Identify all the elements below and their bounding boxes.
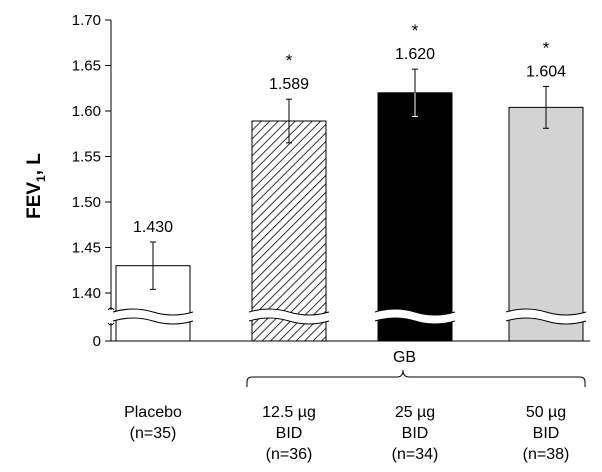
data-label: 1.589 <box>269 76 309 93</box>
y-tick-label: 1.45 <box>72 240 101 257</box>
y-tick-label: 1.40 <box>72 285 101 302</box>
bar <box>377 92 453 342</box>
y-axis-title-subscript: 1 <box>34 175 48 182</box>
data-label: 1.604 <box>526 63 566 80</box>
x-category-label: BID <box>533 425 560 442</box>
bar-break-gap <box>113 309 193 324</box>
data-label: 1.430 <box>133 219 173 236</box>
bar-break-edge <box>112 308 194 316</box>
y-tick-label: 0 <box>93 333 101 350</box>
y-axis-title-main: FEV <box>24 182 45 219</box>
x-category-label: BID <box>276 425 303 442</box>
bar-break-gap <box>506 309 586 324</box>
bar-break-edge <box>112 317 194 325</box>
labels-layer: 1.430 Placebo (n=35) 1.589 * 12.5 µg BID (n=36)… <box>124 21 586 463</box>
axis-break-mark <box>107 307 115 311</box>
y-axis-title-unit: , L <box>24 153 45 176</box>
bar-break-edge <box>505 308 587 316</box>
bar <box>251 120 327 342</box>
significance-star: * <box>543 38 550 57</box>
significance-star: * <box>286 51 293 70</box>
bar-break-gap <box>375 309 455 324</box>
x-category-label: BID <box>402 425 429 442</box>
bars-layer <box>112 68 587 342</box>
x-category-label: (n=34) <box>392 446 439 463</box>
bar-break-edge <box>505 317 587 325</box>
y-tick-label: 1.50 <box>72 194 101 211</box>
significance-star: * <box>412 21 419 40</box>
x-category-label: 12.5 µg <box>262 404 316 421</box>
axis-break-mark <box>107 322 115 326</box>
x-category-label: (n=36) <box>266 446 313 463</box>
y-tick-label: 1.65 <box>72 58 101 75</box>
x-category-label: Placebo <box>124 404 182 421</box>
x-category-label: 50 µg <box>526 404 566 421</box>
x-category-label: 25 µg <box>395 404 435 421</box>
x-category-label: (n=38) <box>523 446 570 463</box>
bar-break-edge <box>374 308 456 316</box>
bar <box>508 106 584 342</box>
group-label: GB <box>393 349 416 366</box>
y-axis-title: FEV1, L <box>24 153 48 219</box>
axis-layer: 1.70 1.65 1.60 1.55 1.50 1.45 1.40 0 FEV1, L <box>24 12 590 350</box>
y-tick-label: 1.55 <box>72 149 101 166</box>
data-label: 1.620 <box>395 46 435 63</box>
bar-break-gap <box>249 309 329 324</box>
y-tick-label: 1.60 <box>72 103 101 120</box>
bar-break-edge <box>248 317 330 325</box>
bar-break-edge <box>248 308 330 316</box>
bar-break-edge <box>374 317 456 325</box>
x-category-label: (n=35) <box>130 425 177 442</box>
group-brace <box>246 369 586 387</box>
y-tick-label: 1.70 <box>72 12 101 29</box>
